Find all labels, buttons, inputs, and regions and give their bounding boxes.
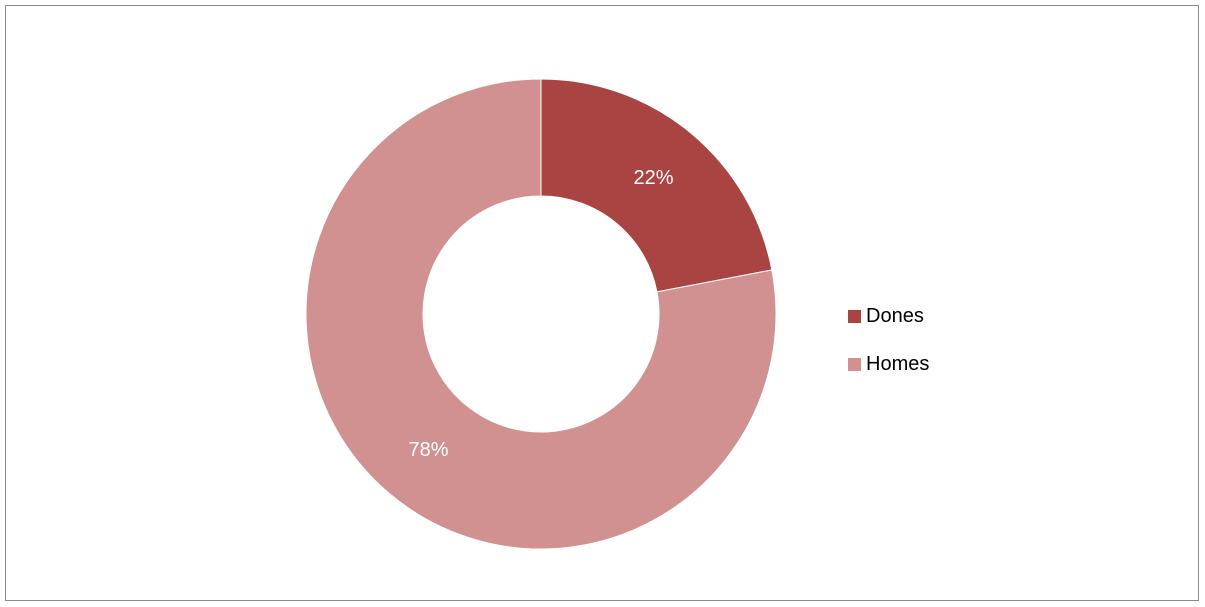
slice-homes — [305, 78, 777, 550]
donut-chart: 22% 78% — [305, 78, 777, 550]
legend-swatch-dones — [848, 309, 861, 323]
legend-label-dones: Dones — [866, 305, 924, 327]
legend-swatch-homes — [848, 357, 861, 371]
legend-label-homes: Homes — [866, 353, 930, 375]
data-label-dones: 22% — [633, 167, 673, 189]
legend-item-dones: Dones — [848, 303, 929, 329]
legend: Dones Homes — [848, 303, 929, 399]
legend-item-homes: Homes — [848, 351, 929, 377]
slice-dones — [540, 78, 773, 293]
data-label-homes: 78% — [408, 439, 448, 461]
chart-area: 22% 78% Dones Homes — [5, 5, 1199, 601]
